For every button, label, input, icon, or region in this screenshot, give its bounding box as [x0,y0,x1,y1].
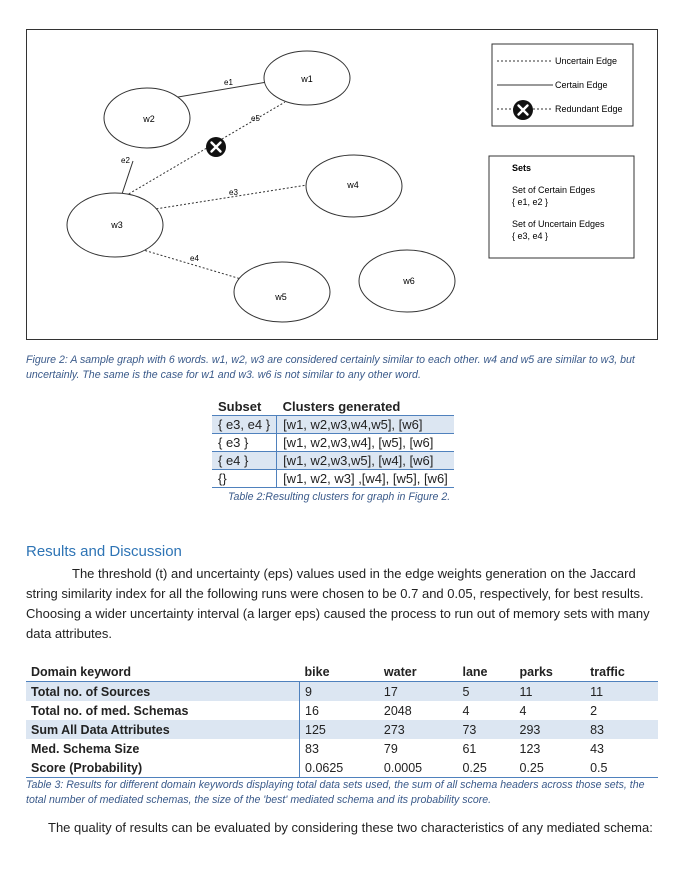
table-3-cell: 0.25 [457,758,515,778]
table-2-cell: [w1, w2, w3] ,[w4], [w5], [w6] [276,469,454,488]
table-row: {} [w1, w2, w3] ,[w4], [w5], [w6] [212,469,454,488]
table-3-row-header: Med. Schema Size [31,741,140,756]
table-row: { e3 } [w1, w2,w3,w4], [w5], [w6] [212,433,454,452]
edge-label-e1: e1 [224,78,233,87]
edge-label-e5: e5 [251,114,260,123]
sets-box: Sets Set of Certain Edges { e1, e2 } Set… [488,155,635,259]
table-3-header: lane [457,662,515,682]
table-row: { e4 } [w1, w2,w3,w5], [w4], [w6] [212,451,454,470]
table-3-caption: Table 3: Results for different domain ke… [26,779,645,806]
node-label-w2: w2 [142,114,155,124]
closing-paragraph: The quality of results can be evaluated … [26,818,658,838]
table-2-cell: [w1, w2,w3,w4], [w5], [w6] [276,433,454,452]
table-3-cell: 9 [299,681,379,701]
node-label-w5: w5 [274,292,287,302]
table-3-row-header: Total no. of med. Schemas [31,703,189,718]
table-2-cell: [w1, w2,w3,w5], [w4], [w6] [276,451,454,470]
node-w2 [103,87,191,149]
edge-label-e3: e3 [229,188,238,197]
table-3-cell: 2 [590,703,598,718]
table-3-cell: 5 [457,681,515,701]
table-3-cell: 16 [299,701,379,720]
table-3-header: parks [514,662,586,682]
node-w5 [233,261,331,323]
figure-caption: Figure 2: A sample graph with 6 words. w… [26,354,635,381]
table-3-cell: 73 [457,720,515,739]
node-label-w3: w3 [110,220,123,230]
table-3-row-header: Score (Probability) [26,758,300,778]
table-3-cell: 83 [585,720,658,739]
table-2-header-subset: Subset [212,398,277,416]
node-label-w4: w4 [346,180,359,190]
table-row: Total no. of Sources 9 17 5 11 11 [26,681,658,701]
sets-title: Sets [512,163,531,173]
node-label-w6: w6 [402,276,415,286]
table-3-cell: 0.0625 [299,758,379,778]
table-3-cell: 125 [299,720,379,739]
edge-label-e2: e2 [121,156,130,165]
section-heading: Results and Discussion [26,543,182,560]
legend-uncertain-label: Uncertain Edge [555,56,617,66]
table-3-row-header: Total no. of Sources [26,681,300,701]
table-row: Med. Schema Size 83 79 61 123 43 [26,739,658,758]
sets-uncertain-label: Set of Uncertain Edges [512,219,605,229]
table-2-header-clusters: Clusters generated [276,398,454,416]
table-3-cell: 4 [462,703,470,718]
redundant-edge-icon [206,137,226,157]
table-3-header: water [378,662,458,682]
table-3-header: bike [299,662,379,682]
table-3: Domain keyword bike water lane parks tra… [26,662,658,778]
table-3-row-header: Sum All Data Attributes [26,720,300,739]
sets-uncertain-value: { e3, e4 } [512,231,548,241]
table-3-cell: 61 [462,741,477,756]
legend: Uncertain Edge Certain Edge Redundant Ed… [491,43,634,127]
table-3-cell: 123 [519,741,541,756]
table-3-cell: 0.0005 [378,758,458,778]
table-3-cell: 43 [590,741,605,756]
figure-2: w1 w2 w3 w4 w5 w6 e1 e2 e3 e4 e5 Uncerta… [26,29,658,340]
table-2-cell: { e3, e4 } [212,415,278,434]
table-3-cell: 4 [519,703,527,718]
table-3-header: traffic [585,662,658,682]
node-w4 [305,154,403,218]
legend-certain-label: Certain Edge [555,80,608,90]
table-3-cell: 273 [378,720,458,739]
section-paragraph: The threshold (t) and uncertainty (eps) … [26,564,658,644]
table-3-cell: 0.5 [585,758,658,778]
table-2-cell: { e3 } [212,433,278,452]
table-row: Total no. of med. Schemas 16 2048 4 4 2 [26,701,658,720]
table-3-cell: 0.25 [514,758,586,778]
table-row: Sum All Data Attributes 125 273 73 293 8… [26,720,658,739]
table-2: Subset Clusters generated { e3, e4 } [w1… [212,398,454,488]
sets-certain-label: Set of Certain Edges [512,185,596,195]
table-3-cell: 2048 [383,703,412,718]
table-row: { e3, e4 } [w1, w2,w3,w4,w5], [w6] [212,415,454,434]
table-3-cell: 11 [585,681,658,701]
table-3-cell: 11 [514,681,586,701]
node-label-w1: w1 [300,74,313,84]
legend-redundant-label: Redundant Edge [555,104,623,114]
node-w3 [66,192,164,258]
table-3-cell: 293 [514,720,586,739]
table-2-cell: [w1, w2,w3,w4,w5], [w6] [276,415,454,434]
table-2-cell: { e4 } [212,451,278,470]
table-row: Score (Probability) 0.0625 0.0005 0.25 0… [26,758,658,778]
table-3-header: Domain keyword [26,662,300,682]
table-2-caption: Table 2:Resulting clusters for graph in … [228,491,451,503]
sets-certain-value: { e1, e2 } [512,197,548,207]
node-w6 [358,249,456,313]
table-3-cell: 79 [383,741,398,756]
paragraph-text: The threshold (t) and uncertainty (eps) … [26,566,650,641]
edge-label-e4: e4 [190,254,199,263]
table-3-cell: 17 [378,681,458,701]
closing-text: The quality of results can be evaluated … [48,820,653,835]
legend-redundant-icon [513,100,533,120]
table-2-cell: {} [212,469,278,488]
graph-diagram: w1 w2 w3 w4 w5 w6 e1 e2 e3 e4 e5 Uncerta… [66,43,635,323]
table-3-cell: 83 [299,739,379,758]
node-w1 [263,50,351,106]
edge-e5 [114,101,286,203]
